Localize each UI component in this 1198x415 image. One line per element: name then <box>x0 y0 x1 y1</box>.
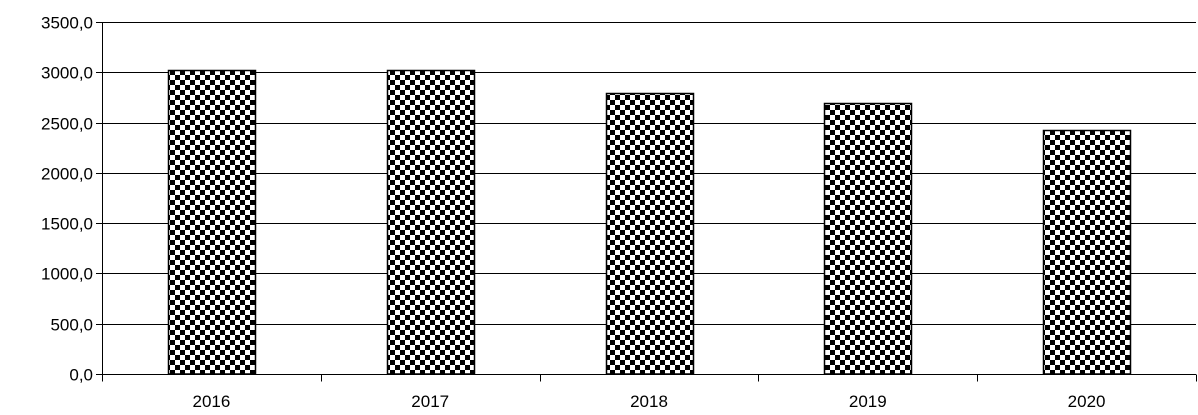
bar-2020 <box>1042 129 1132 375</box>
y-tick-label: 2000,0 <box>41 165 93 184</box>
y-tick-label: 1000,0 <box>41 265 93 284</box>
bar-2017 <box>386 69 476 375</box>
x-tick-label: 2020 <box>1068 392 1106 411</box>
x-tick-label: 2017 <box>411 392 449 411</box>
y-tick-labels: 0,0 500,0 1000,0 1500,0 2000,0 2500,0 3000,0 35… <box>41 14 93 385</box>
axes <box>96 22 1197 382</box>
bar-2016 <box>167 69 257 375</box>
x-tick-labels: 2016 2017 2018 2019 2020 <box>192 392 1105 411</box>
y-tick-label: 1500,0 <box>41 215 93 234</box>
y-tick-label: 3000,0 <box>41 64 93 83</box>
y-tick-label: 2500,0 <box>41 115 93 134</box>
y-tick-label: 0,0 <box>69 366 93 385</box>
x-tick-label: 2018 <box>630 392 668 411</box>
x-tick-label: 2016 <box>192 392 230 411</box>
x-tick-label: 2019 <box>849 392 887 411</box>
bar-2019 <box>823 102 913 375</box>
y-tick-label: 500,0 <box>50 316 93 335</box>
bars <box>167 69 1132 375</box>
y-tick-label: 3500,0 <box>41 14 93 33</box>
bar-2018 <box>605 92 695 375</box>
